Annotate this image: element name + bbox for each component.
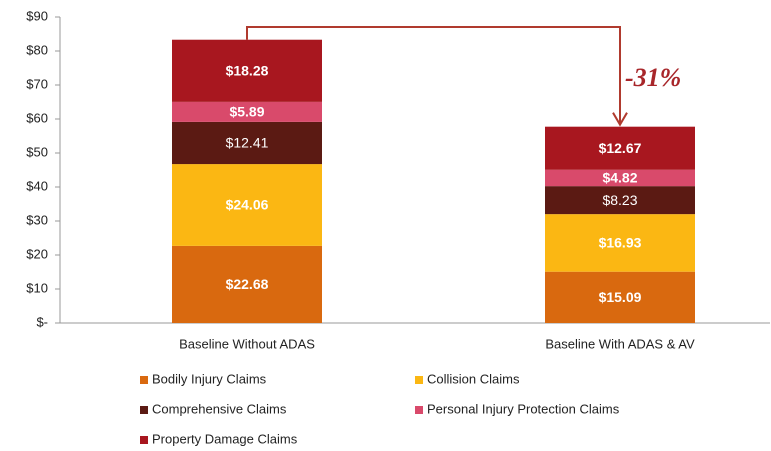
bar-segment xyxy=(545,126,695,170)
x-tick-label: Baseline With ADAS & AV xyxy=(545,336,695,351)
data-label: $22.68 xyxy=(226,276,269,292)
data-label: $18.28 xyxy=(226,62,269,78)
legend-swatch xyxy=(140,376,148,384)
bar-segment xyxy=(545,271,695,323)
legend-label: Personal Injury Protection Claims xyxy=(427,401,620,416)
bar-segment xyxy=(545,186,695,215)
x-tick-label: Baseline Without ADAS xyxy=(179,336,315,351)
bar-segment xyxy=(545,169,695,187)
legend-label: Bodily Injury Claims xyxy=(152,371,267,386)
data-label: $4.82 xyxy=(602,170,637,186)
y-tick-label: $30 xyxy=(26,212,48,227)
y-tick-label: $90 xyxy=(26,8,48,23)
data-label: $12.67 xyxy=(599,140,642,156)
legend-swatch xyxy=(140,406,148,414)
arrow-head xyxy=(612,112,628,127)
data-label: $8.23 xyxy=(602,192,637,208)
bar-segment xyxy=(172,101,322,122)
y-tick-label: $20 xyxy=(26,246,48,261)
data-label: $16.93 xyxy=(599,235,642,251)
y-tick-label: $40 xyxy=(26,178,48,193)
legend-swatch xyxy=(415,406,423,414)
y-tick-label: $60 xyxy=(26,110,48,125)
data-label: $15.09 xyxy=(599,289,642,305)
legend-swatch xyxy=(415,376,423,384)
annotation: -31% xyxy=(625,63,681,92)
bar-segment xyxy=(172,39,322,102)
data-label: $12.41 xyxy=(226,135,269,151)
y-tick-label: $50 xyxy=(26,144,48,159)
y-tick-label: $80 xyxy=(26,42,48,57)
legend-label: Comprehensive Claims xyxy=(152,401,287,416)
y-tick-label: $- xyxy=(36,314,48,329)
legend-label: Collision Claims xyxy=(427,371,520,386)
legend-label: Property Damage Claims xyxy=(152,431,298,446)
data-label: $5.89 xyxy=(229,104,264,120)
bar-segment xyxy=(172,164,322,246)
bar-segment xyxy=(545,214,695,272)
bar-segment xyxy=(172,245,322,323)
bar-segment xyxy=(172,121,322,165)
y-tick-label: $10 xyxy=(26,280,48,295)
y-tick-label: $70 xyxy=(26,76,48,91)
arrow xyxy=(246,26,621,123)
legend-swatch xyxy=(140,436,148,444)
data-label: $24.06 xyxy=(226,197,269,213)
